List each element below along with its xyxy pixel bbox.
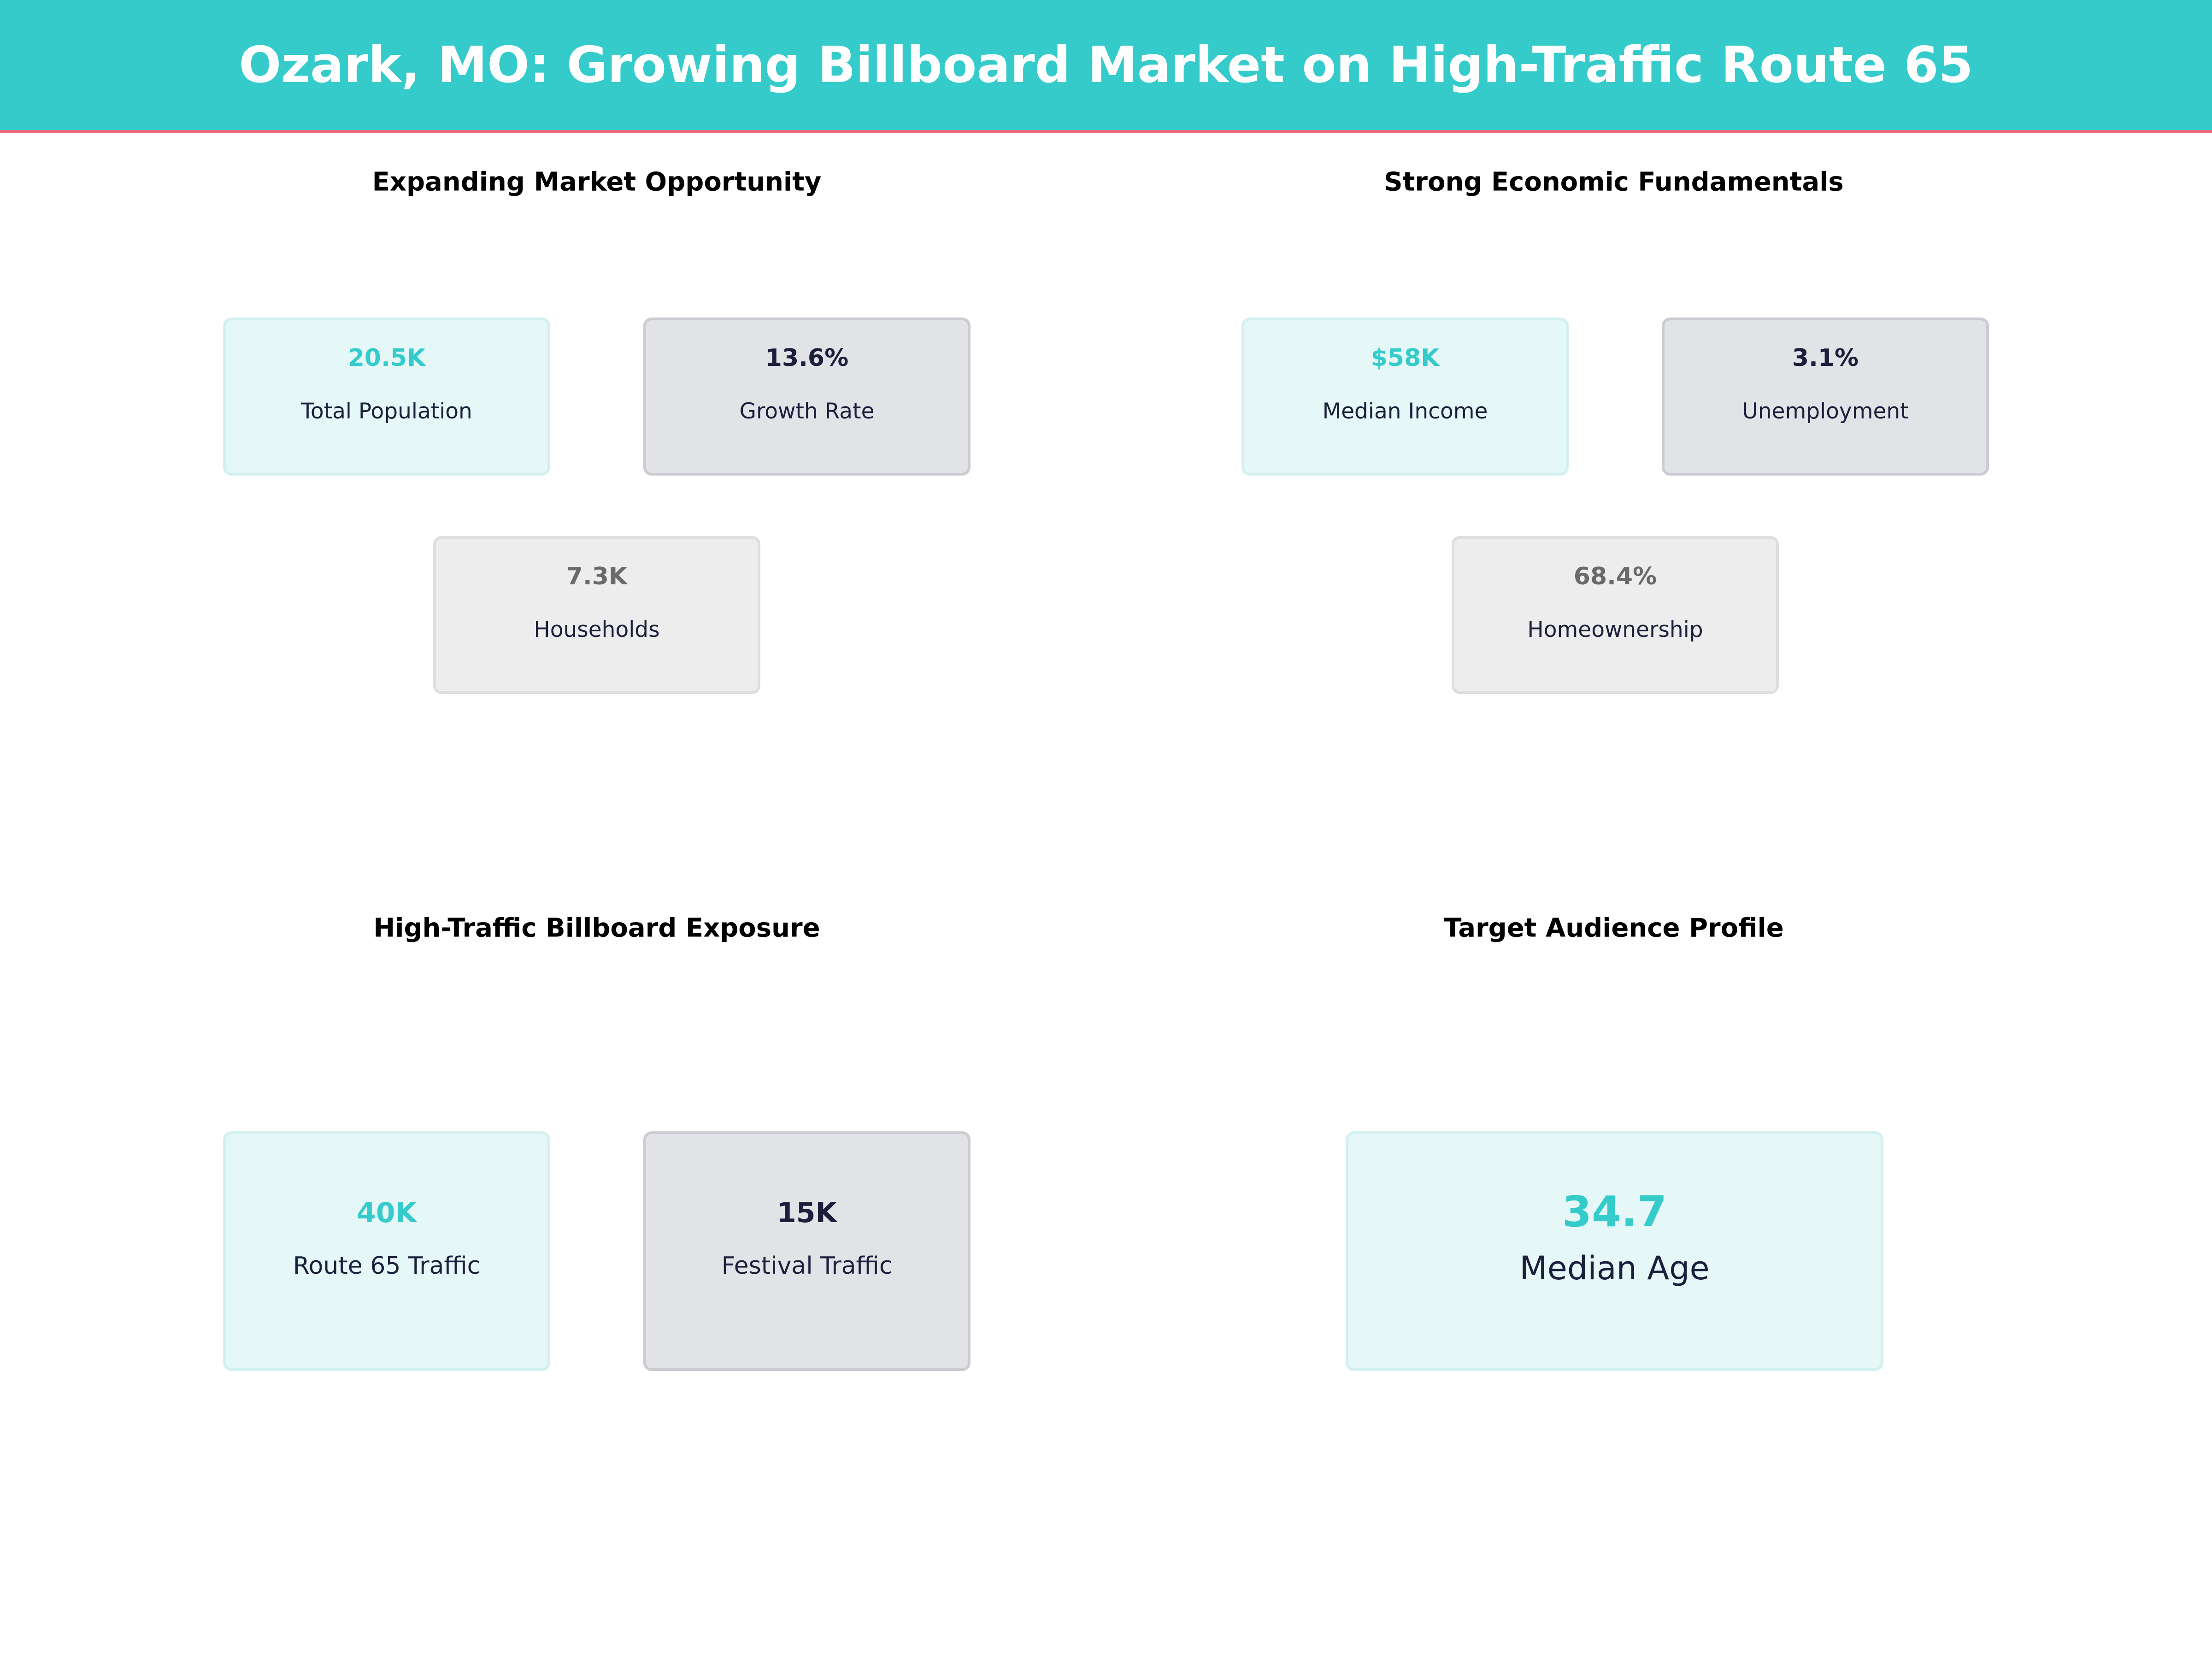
metric-card-route-65-traffic: 40K Route 65 Traffic xyxy=(223,1131,550,1371)
metric-value: 3.1% xyxy=(1792,344,1859,372)
metric-value: 68.4% xyxy=(1573,563,1657,590)
metric-label: Median Age xyxy=(1519,1249,1710,1287)
metric-card-growth-rate: 13.6% Growth Rate xyxy=(643,318,971,476)
section-title-market: Expanding Market Opportunity xyxy=(372,167,822,197)
section-title-traffic: High-Traffic Billboard Exposure xyxy=(373,913,820,943)
metric-value: 15K xyxy=(777,1197,837,1229)
metric-label: Growth Rate xyxy=(739,399,875,424)
header-banner: Ozark, MO: Growing Billboard Market on H… xyxy=(0,0,2212,133)
metric-card-median-income: $58K Median Income xyxy=(1241,318,1569,476)
metric-card-unemployment: 3.1% Unemployment xyxy=(1662,318,1989,476)
metric-label: Households xyxy=(534,617,660,642)
metric-card-total-population: 20.5K Total Population xyxy=(223,318,550,476)
page-title: Ozark, MO: Growing Billboard Market on H… xyxy=(239,36,1973,94)
metric-value: 40K xyxy=(357,1197,417,1229)
metric-value: 34.7 xyxy=(1562,1187,1667,1236)
metric-label: Homeownership xyxy=(1527,617,1703,642)
metric-value: 13.6% xyxy=(765,344,849,372)
metric-label: Unemployment xyxy=(1742,399,1909,424)
metric-label: Median Income xyxy=(1322,399,1488,424)
metric-label: Route 65 Traffic xyxy=(293,1252,481,1280)
metric-card-homeownership: 68.4% Homeownership xyxy=(1452,536,1779,694)
section-title-economic: Strong Economic Fundamentals xyxy=(1384,167,1844,197)
metric-card-households: 7.3K Households xyxy=(433,536,760,694)
section-title-audience: Target Audience Profile xyxy=(1444,913,1784,943)
metric-value: 20.5K xyxy=(347,344,426,372)
metric-value: 7.3K xyxy=(566,563,628,590)
metric-label: Festival Traffic xyxy=(721,1252,893,1280)
metric-card-median-age: 34.7 Median Age xyxy=(1346,1131,1883,1371)
metric-card-festival-traffic: 15K Festival Traffic xyxy=(643,1131,971,1371)
metric-value: $58K xyxy=(1371,344,1440,372)
metric-label: Total Population xyxy=(301,399,472,424)
